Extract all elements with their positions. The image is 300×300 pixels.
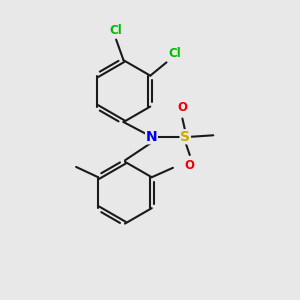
Text: S: S [180, 130, 190, 144]
Text: O: O [177, 101, 188, 114]
Text: O: O [185, 159, 195, 172]
Text: Cl: Cl [110, 24, 122, 37]
Text: Cl: Cl [168, 47, 181, 60]
Text: N: N [146, 130, 157, 144]
